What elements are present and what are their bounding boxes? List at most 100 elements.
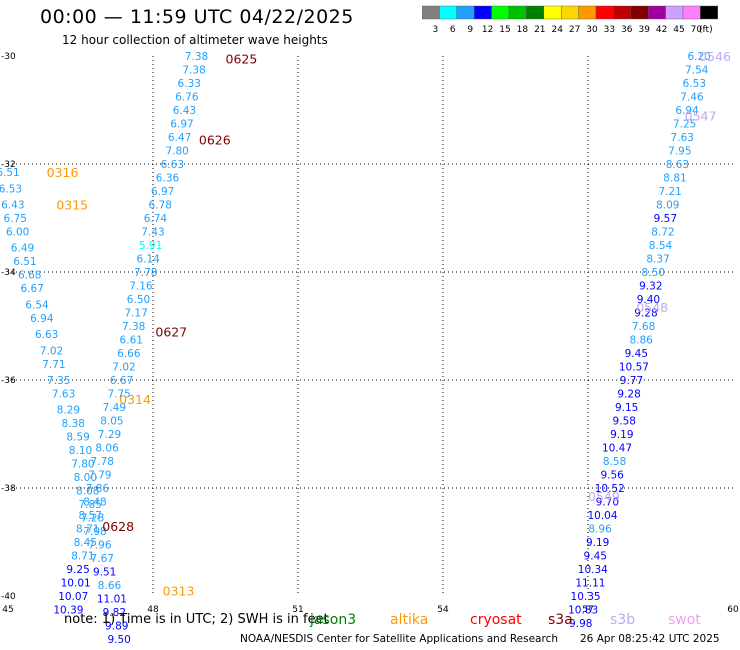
y-tick-label: -40 [1,592,16,602]
legend-label: 36 [621,25,633,35]
wave-height-value: 7.38 [182,65,205,77]
wave-height-value: 6.68 [18,270,41,282]
wave-height-value: 10.01 [61,578,91,590]
pass-label: 0314 [119,392,151,407]
wave-height-value: 6.51 [0,167,20,179]
wave-height-value: 7.49 [103,402,126,414]
wave-height-value: 7.85 [78,499,101,511]
wave-height-value: 10.83 [568,605,598,617]
wave-height-value: 10.35 [571,591,601,603]
pass-label: 0547 [685,108,717,123]
footer-note: note: 1) Time is in UTC; 2) SWH is in fe… [64,612,329,627]
wave-height-value: 7.67 [91,553,114,565]
wave-height-value: 7.96 [88,540,112,552]
legend-label: 27 [569,25,580,35]
wave-height-value: 6.50 [127,294,150,306]
wave-height-value: 11.01 [97,594,127,606]
footer-timestamp: 26 Apr 08:25:42 UTC 2025 [580,633,720,645]
wave-height-value: 10.07 [58,591,88,603]
wave-height-value: 9.28 [634,308,657,320]
wave-height-value: 7.86 [86,483,110,495]
wave-height-value: 10.57 [619,362,649,374]
wave-height-value: 9.98 [569,618,592,630]
legend-label: 24 [551,25,563,35]
wave-height-value: 9.77 [620,375,643,387]
wave-height-value: 6.97 [170,119,193,131]
wave-height-value: 6.76 [175,92,199,104]
wave-height-value: 6.20 [687,51,710,63]
x-tick-label: 48 [147,605,159,615]
legend-label: 6 [450,25,456,35]
pass-label: 0628 [102,519,134,534]
wave-height-value: 9.28 [617,389,640,401]
wave-height-value: 9.15 [615,402,638,414]
wave-height-value: 8.48 [83,497,106,509]
legend-label: 39 [638,25,650,35]
legend-label: 15 [499,25,510,35]
wave-height-value: 8.29 [57,405,80,417]
wave-height-value: 6.51 [13,256,36,268]
wave-height-value: 9.89 [105,621,128,633]
wave-height-value: 8.45 [74,537,97,549]
wave-height-value: 9.25 [66,564,89,576]
y-tick-label: -30 [1,52,16,62]
wave-height-value: 8.10 [69,445,92,457]
wave-height-value: 8.50 [642,267,665,279]
wave-height-value: 6.74 [144,213,168,225]
wave-height-value: 6.63 [161,159,184,171]
wave-height-value: 9.82 [103,607,126,619]
wave-height-value: 6.14 [136,254,160,266]
wave-height-value: 7.38 [122,321,145,333]
pass-label: 0315 [56,198,88,213]
mission-label: s3a [548,612,573,628]
mission-label: s3b [610,612,636,628]
wave-height-value: 7.63 [671,132,694,144]
wave-height-value: 6.54 [25,299,49,311]
pass-label: 0627 [155,324,187,339]
pass-label: 0316 [47,165,79,180]
footer-credit: NOAA/NESDIS Center for Satellite Applica… [240,633,558,645]
wave-height-value: 8.00 [74,472,97,484]
wave-height-value: 8.54 [649,240,673,252]
wave-height-value: 8.71 [76,524,99,536]
wave-height-value: 6.36 [156,173,180,185]
wave-height-value: 6.43 [173,105,196,117]
wave-height-value: 6.78 [149,200,172,212]
wave-height-value: 8.06 [95,443,119,455]
wave-height-value: 6.67 [20,283,43,295]
wave-height-value: 10.34 [578,564,608,576]
pass-label: 0626 [199,133,231,148]
wave-height-value: 8.66 [98,580,122,592]
mission-label: swot [668,612,701,628]
wave-height-value: 9.19 [610,429,633,441]
wave-height-value: 7.25 [673,119,696,131]
mission-label: jason3 [310,612,357,628]
wave-height-value: 6.94 [30,313,54,325]
wave-height-value: 6.53 [683,78,706,90]
wave-height-value: 8.96 [588,524,612,536]
x-tick-label: 51 [292,605,303,615]
wave-height-value: 8.81 [663,173,686,185]
wave-height-value: 7.28 [81,513,104,525]
pass-label: 0313 [163,584,195,599]
wave-height-value: 9.51 [93,567,116,579]
wave-height-value: 7.79 [88,470,111,482]
y-tick-label: -38 [1,484,16,494]
wave-height-value: 8.38 [62,418,85,430]
pass-label: 0549 [588,489,620,504]
wave-height-value: 11.11 [575,578,605,590]
wave-height-value: 7.17 [124,308,147,320]
legend-label: 42 [656,25,667,35]
x-tick-label: 60 [727,605,739,615]
wave-height-value: 8.59 [66,432,89,444]
pass-label: 0548 [636,300,668,315]
legend-label: 9 [467,25,473,35]
legend-unit: (ft) [699,25,713,35]
wave-height-value: 8.08 [76,486,99,498]
x-tick-label: 45 [2,605,13,615]
wave-height-value: 7.02 [112,362,135,374]
wave-height-value: 6.43 [1,200,24,212]
wave-height-value: 8.58 [603,456,626,468]
wave-height-value: 7.02 [40,345,63,357]
